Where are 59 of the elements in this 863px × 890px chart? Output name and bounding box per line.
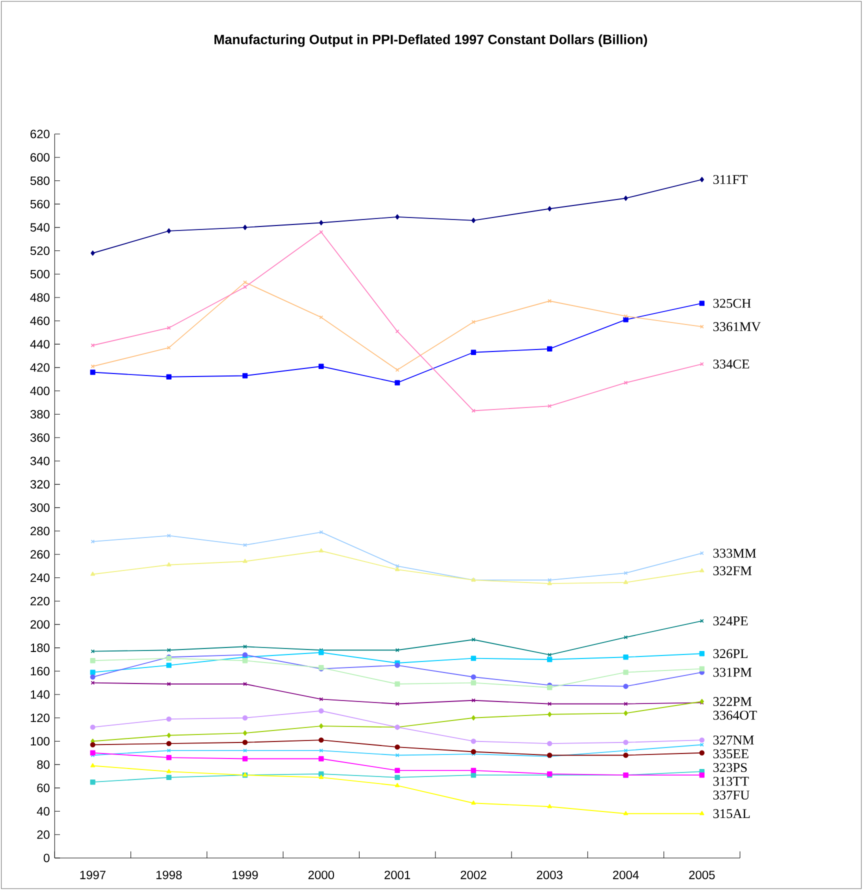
y-tick-label: 540 — [30, 223, 50, 232]
y-tick-label: 260 — [30, 550, 50, 559]
y-tick-label: 240 — [30, 573, 50, 582]
y-tick-label: 560 — [30, 200, 50, 208]
y-tick-label: 400 — [30, 386, 50, 396]
series-label: 324PE — [713, 616, 748, 626]
x-tick-label: 2005 — [689, 870, 715, 880]
y-tick-label: 520 — [30, 246, 50, 256]
series-label: 333MM — [713, 548, 756, 558]
y-tick-label: 160 — [30, 666, 50, 676]
chart-title: Manufacturing Output in PPI-Deflated 1997 Constant Dollars (Billion) — [214, 34, 648, 47]
y-tick-label: 220 — [30, 596, 50, 606]
y-tick-label: 460 — [30, 316, 50, 326]
x-tick-label: 1998 — [156, 870, 182, 880]
y-tick-label: 100 — [30, 736, 50, 746]
y-tick-label: 0 — [44, 854, 50, 862]
y-tick-label: 420 — [30, 363, 50, 372]
y-tick-label: 580 — [30, 176, 50, 185]
series-label: 327NM — [713, 736, 754, 745]
y-tick-label: 340 — [30, 456, 50, 466]
series-label: 337FU — [713, 790, 750, 800]
y-tick-label: 360 — [30, 433, 50, 442]
x-tick-label: 2002 — [460, 870, 486, 880]
series-label: 326PL — [713, 649, 748, 658]
series-label: 3361MV — [713, 322, 761, 332]
x-tick-label: 2003 — [536, 870, 562, 880]
y-tick-label: 600 — [30, 153, 50, 162]
series-label: 311FT — [713, 175, 748, 184]
y-tick-label: 480 — [30, 293, 50, 302]
x-tick-label: 1997 — [80, 870, 106, 880]
y-tick-label: 380 — [30, 410, 50, 419]
y-tick-label: 40 — [36, 807, 50, 816]
series-label: 322PM — [713, 697, 752, 706]
y-tick-label: 620 — [30, 130, 50, 138]
y-tick-label: 300 — [30, 503, 50, 512]
series-label: 334CE — [713, 360, 750, 369]
y-tick-label: 180 — [30, 644, 50, 652]
series-label: 335EE — [713, 749, 748, 758]
series-label: 315AL — [713, 809, 750, 818]
y-tick-label: 500 — [30, 270, 50, 278]
y-tick-label: 280 — [30, 526, 50, 536]
y-tick-label: 20 — [37, 830, 50, 839]
series-label: 313TT — [713, 776, 749, 786]
series-label: 325CH — [713, 298, 751, 308]
x-tick-label: 2004 — [613, 870, 639, 880]
y-tick-label: 440 — [30, 340, 50, 348]
y-tick-label: 120 — [30, 714, 50, 722]
y-tick-label: 80 — [37, 760, 50, 769]
series-label: 3364OT — [713, 710, 757, 720]
y-tick-label: 140 — [30, 690, 50, 699]
y-tick-label: 60 — [37, 784, 50, 792]
x-tick-label: 2001 — [384, 870, 410, 880]
x-tick-label: 1999 — [232, 870, 258, 880]
y-tick-label: 200 — [30, 620, 50, 629]
series-label: 332FM — [713, 566, 752, 576]
y-tick-label: 320 — [30, 480, 50, 489]
x-tick-label: 2000 — [308, 870, 334, 880]
series-label: 331PM — [713, 668, 752, 677]
series-label: 323PS — [713, 763, 747, 772]
